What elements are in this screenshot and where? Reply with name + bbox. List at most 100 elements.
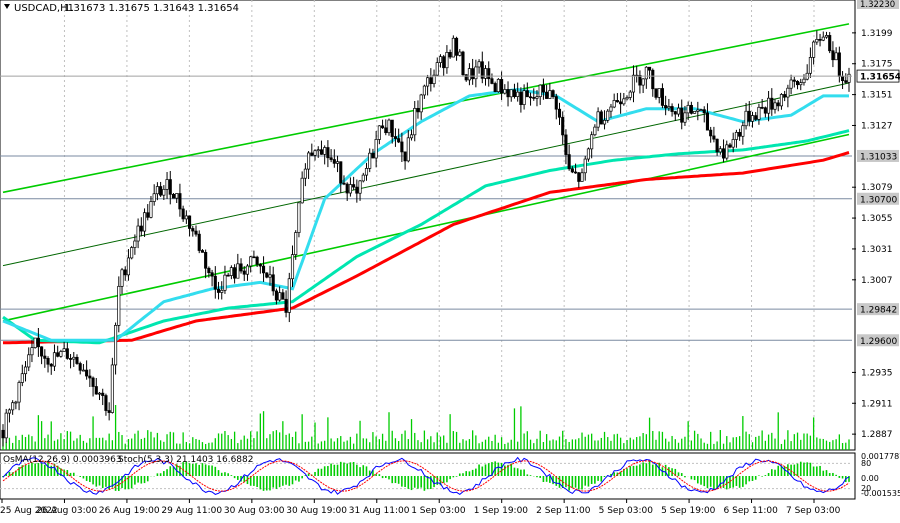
candle	[1, 424, 5, 447]
candle	[72, 351, 76, 367]
candle	[278, 286, 282, 302]
candle	[406, 130, 410, 163]
candle-body	[377, 125, 381, 140]
candle-body	[808, 57, 812, 74]
channel-line	[2, 133, 850, 322]
candle	[139, 217, 143, 237]
candle	[615, 93, 619, 103]
candle	[316, 146, 320, 158]
candle-body	[200, 250, 204, 253]
candle	[210, 269, 214, 287]
candle-body	[371, 152, 375, 159]
candle	[683, 105, 687, 126]
candle	[181, 205, 185, 222]
candle	[236, 253, 240, 279]
candle	[239, 258, 243, 274]
candle	[696, 101, 700, 121]
candle	[702, 106, 706, 123]
candle-body	[535, 96, 539, 99]
candle	[577, 172, 581, 188]
candle-body	[335, 161, 340, 164]
candle	[191, 225, 195, 237]
candle-body	[699, 109, 703, 112]
candle	[619, 92, 623, 114]
candle-body	[364, 168, 369, 176]
candle-body	[725, 144, 729, 159]
moving-average-line	[2, 87, 849, 342]
candle	[754, 112, 758, 122]
candle-body	[313, 150, 317, 156]
candle	[413, 100, 417, 142]
candle-body	[345, 183, 349, 194]
candle-body	[155, 186, 159, 195]
candle-body	[664, 105, 668, 109]
candle	[30, 340, 34, 363]
candle-body	[676, 107, 681, 115]
x-tick-label: 25 Aug 2022	[0, 506, 58, 516]
candle	[178, 183, 182, 217]
candle	[171, 193, 176, 199]
candle-body	[413, 107, 417, 136]
candle	[564, 129, 568, 165]
candle-body	[757, 106, 761, 120]
candle-body	[56, 352, 60, 357]
x-tick-label: 5 Sep 19:00	[661, 506, 716, 516]
candle	[834, 47, 838, 61]
candle-body	[799, 82, 803, 86]
candle-body	[316, 149, 320, 152]
candle-body	[551, 90, 555, 97]
candle	[654, 88, 658, 100]
candle	[213, 266, 217, 299]
candle	[709, 126, 713, 143]
candle	[812, 40, 816, 65]
candle	[648, 66, 652, 79]
candle	[159, 181, 163, 197]
candle-body	[126, 257, 131, 276]
candle-body	[165, 179, 169, 190]
level-label-box	[857, 303, 899, 316]
dropdown-triangle-icon[interactable]	[4, 4, 10, 9]
candle	[43, 349, 47, 368]
candle	[81, 364, 85, 372]
candle	[207, 266, 211, 278]
candle-body	[673, 111, 677, 115]
candle	[792, 76, 796, 88]
candle-body	[625, 97, 629, 100]
candle-body	[7, 409, 11, 414]
candle-body	[278, 292, 282, 301]
candle-body	[477, 61, 481, 68]
candle	[602, 110, 607, 130]
candle	[377, 125, 381, 145]
candle	[464, 74, 468, 82]
candle-body	[644, 66, 648, 80]
candle	[130, 245, 134, 260]
candle-body	[249, 256, 253, 267]
candle	[487, 61, 491, 87]
candle	[268, 265, 272, 286]
candle-body	[204, 252, 208, 269]
candle	[107, 402, 111, 421]
candle-body	[438, 56, 443, 63]
volume-histogram	[2, 405, 850, 450]
candle	[262, 256, 266, 282]
candle-body	[458, 51, 462, 56]
candle-body	[670, 106, 674, 112]
candle	[667, 98, 671, 112]
osc-axis-label: 80	[861, 459, 871, 468]
candle	[426, 74, 430, 96]
candle	[693, 111, 697, 114]
candle	[313, 149, 317, 161]
candle-body	[795, 80, 800, 86]
candle	[133, 234, 137, 255]
candle	[821, 31, 825, 42]
current-price-box	[856, 69, 900, 83]
candle-body	[734, 132, 738, 140]
candle-body	[146, 212, 150, 218]
candle	[335, 155, 340, 173]
candle-body	[62, 348, 66, 352]
candle-body	[747, 110, 751, 122]
candle-body	[229, 267, 233, 276]
candle	[606, 108, 610, 123]
candle-body	[27, 354, 31, 368]
